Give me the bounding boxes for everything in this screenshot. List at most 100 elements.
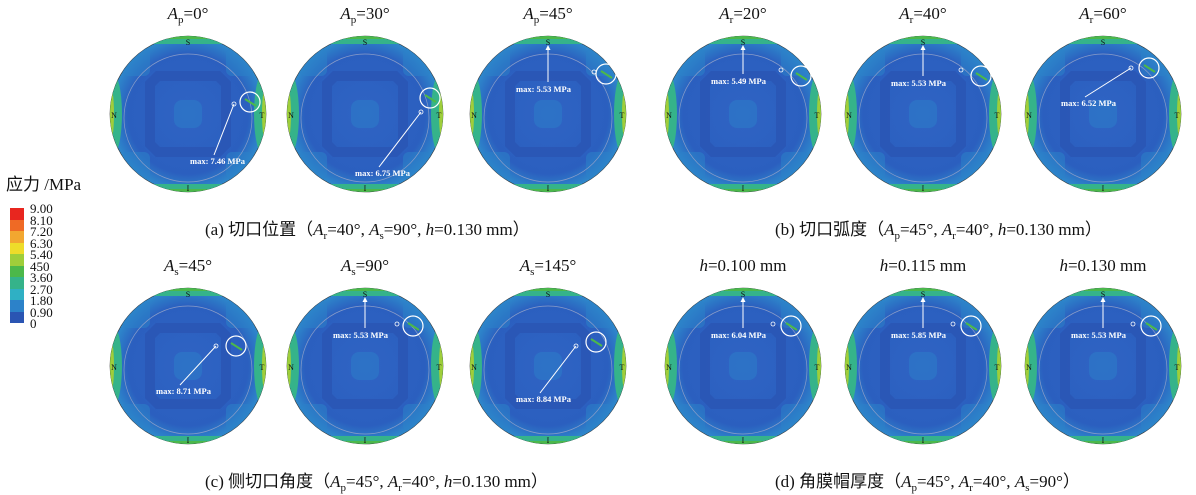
plot-title: h=0.130 mm [1059, 256, 1147, 275]
max-region [795, 72, 808, 81]
corner-lobe [1037, 300, 1065, 328]
direction-marker: T [815, 111, 820, 120]
plot-title: Ar=60° [1079, 4, 1127, 26]
corner-lobe [1141, 300, 1169, 328]
corner-lobe [586, 300, 614, 328]
direction-marker: I [1102, 184, 1105, 193]
direction-marker: T [1175, 363, 1180, 372]
top-band-core [154, 288, 222, 291]
max-region [424, 94, 437, 103]
top-band [146, 36, 230, 44]
corner-lobe [403, 48, 431, 76]
max-stress-label: max: 5.53 MPa [516, 84, 572, 94]
max-region [1143, 64, 1156, 73]
direction-marker: S [546, 38, 550, 47]
plot-title: As=90° [340, 256, 390, 278]
top-band [881, 36, 965, 44]
leader-line [539, 345, 577, 394]
legend-label: 6.30 [30, 235, 53, 251]
direction-marker: I [547, 436, 550, 445]
direction-marker: T [815, 363, 820, 372]
corner-lobe [299, 300, 327, 328]
direction-marker: S [186, 290, 190, 299]
center-lobe [729, 100, 757, 128]
bottom-band-core [709, 441, 777, 444]
arrow-head [740, 297, 746, 302]
direction-marker: T [995, 363, 1000, 372]
max-stress-label: max: 8.71 MPa [156, 386, 212, 396]
max-highlight-ring [960, 315, 982, 337]
max-region [1145, 322, 1158, 331]
arrow-head [920, 297, 926, 302]
max-highlight-ring [970, 65, 992, 87]
cross-pattern [322, 323, 408, 409]
max-region [590, 338, 603, 347]
max-highlight-ring [419, 87, 441, 109]
max-highlight-ring [790, 65, 812, 87]
cross-pattern [505, 71, 591, 157]
center-lobe [909, 352, 937, 380]
direction-marker: I [922, 436, 925, 445]
corner-lobe [961, 48, 989, 76]
direction-marker: I [187, 436, 190, 445]
max-stress-label: max: 5.53 MPa [891, 78, 947, 88]
corner-lobe [122, 48, 150, 76]
bottom-band [506, 436, 590, 444]
bottom-band [701, 436, 785, 444]
plot-title: Ap=30° [340, 4, 390, 26]
direction-marker: T [620, 363, 625, 372]
center-lobe [174, 352, 202, 380]
max-stress-label: max: 5.53 MPa [1071, 330, 1127, 340]
max-highlight-ring [402, 315, 424, 337]
max-stress-label: max: 7.46 MPa [190, 156, 246, 166]
max-point [418, 109, 424, 115]
arrow-head [740, 45, 746, 50]
arrow-head [545, 45, 551, 50]
flap-incision [483, 305, 613, 435]
direction-marker: I [364, 184, 367, 193]
max-point [394, 321, 400, 327]
center-lobe [729, 352, 757, 380]
center-lobe [909, 100, 937, 128]
plot-title: h=0.100 mm [699, 256, 787, 275]
cross-pattern [145, 71, 231, 157]
corner-lobe [586, 48, 614, 76]
max-region [965, 322, 978, 331]
direction-marker: I [187, 184, 190, 193]
direction-marker: T [437, 363, 442, 372]
top-band-core [514, 288, 582, 291]
corner-lobe [122, 300, 150, 328]
plot-title: h=0.115 mm [879, 256, 967, 275]
max-point [770, 321, 776, 327]
top-band [323, 288, 407, 296]
corner-lobe [857, 300, 885, 328]
leader-line [1084, 67, 1132, 98]
max-point [950, 321, 956, 327]
legend-label: 2.70 [30, 281, 53, 297]
max-point [958, 67, 964, 73]
bottom-band [146, 184, 230, 192]
top-band-core [1069, 288, 1137, 291]
legend-swatch [10, 300, 24, 312]
bottom-band [323, 436, 407, 444]
legend-label: 8.10 [30, 212, 53, 228]
bottom-band [701, 184, 785, 192]
top-band-core [331, 288, 399, 291]
max-stress-label: max: 6.75 MPa [355, 168, 411, 178]
top-band [1061, 36, 1145, 44]
corner-lobe [226, 300, 254, 328]
legend-color-bar [10, 208, 24, 323]
legend-swatch [10, 242, 24, 254]
top-band-core [1069, 36, 1137, 39]
cross-pattern [700, 71, 786, 157]
max-point [778, 67, 784, 73]
plot-title: As=45° [163, 256, 213, 278]
corner-lobe [482, 48, 510, 76]
center-lobe [534, 100, 562, 128]
